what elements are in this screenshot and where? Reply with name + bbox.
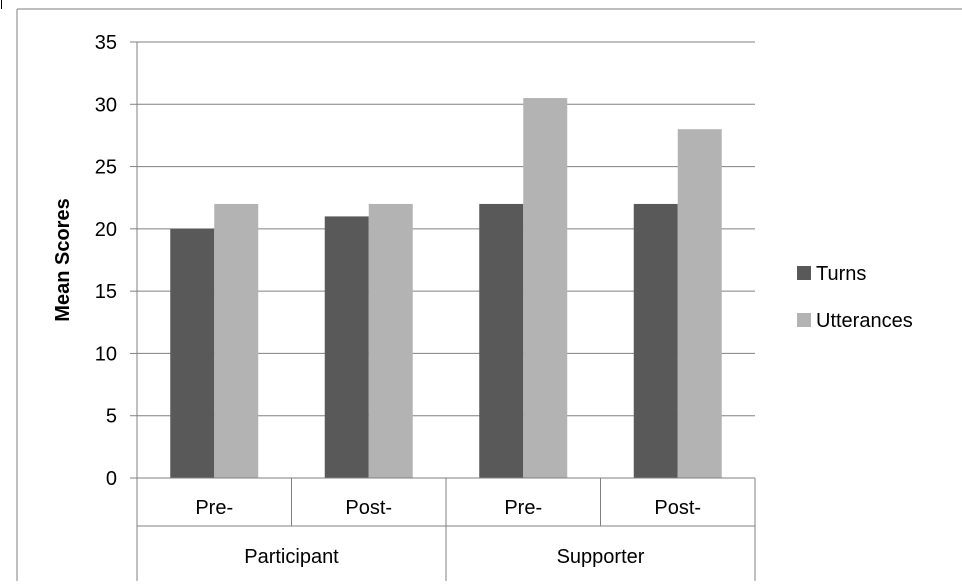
- y-tick-label: 15: [95, 281, 117, 303]
- bar-turns: [324, 216, 369, 478]
- legend-swatch-utterances: [797, 313, 811, 327]
- axes: [130, 41, 756, 581]
- bar-turns: [479, 203, 524, 478]
- bar-utterances: [368, 203, 413, 478]
- legend-label-utterances: Utterances: [816, 310, 913, 332]
- y-tick-label: 10: [95, 343, 117, 365]
- y-tick-label: 5: [106, 406, 117, 428]
- y-tick-label: 0: [106, 468, 117, 490]
- x-tick-label: Post-: [345, 497, 392, 519]
- y-tick-label: 30: [95, 94, 117, 116]
- legend-swatch-turns: [797, 266, 811, 280]
- x-tick-label: Pre-: [195, 497, 233, 519]
- x-tick-label: Post-: [654, 497, 701, 519]
- group-label: Participant: [244, 546, 339, 568]
- bar-turns: [170, 228, 215, 478]
- y-tick-label: 35: [95, 32, 117, 54]
- bar-utterances: [677, 129, 722, 478]
- y-tick-label: 25: [95, 157, 117, 179]
- axis-labels: 0 5 10 15 20 25 30 35 Pre- Post- Pre- Post- Particip…: [95, 32, 701, 568]
- group-label: Supporter: [557, 546, 645, 568]
- y-tick-label: 20: [95, 219, 117, 241]
- x-tick-label: Pre-: [504, 497, 542, 519]
- bars: [170, 98, 722, 479]
- bar-utterances: [214, 203, 259, 478]
- y-axis-title: Mean Scores: [52, 198, 74, 321]
- legend-label-turns: Turns: [816, 263, 866, 285]
- bar-utterances: [523, 98, 568, 479]
- legend: Turns Utterances: [797, 263, 913, 332]
- bar-turns: [633, 203, 678, 478]
